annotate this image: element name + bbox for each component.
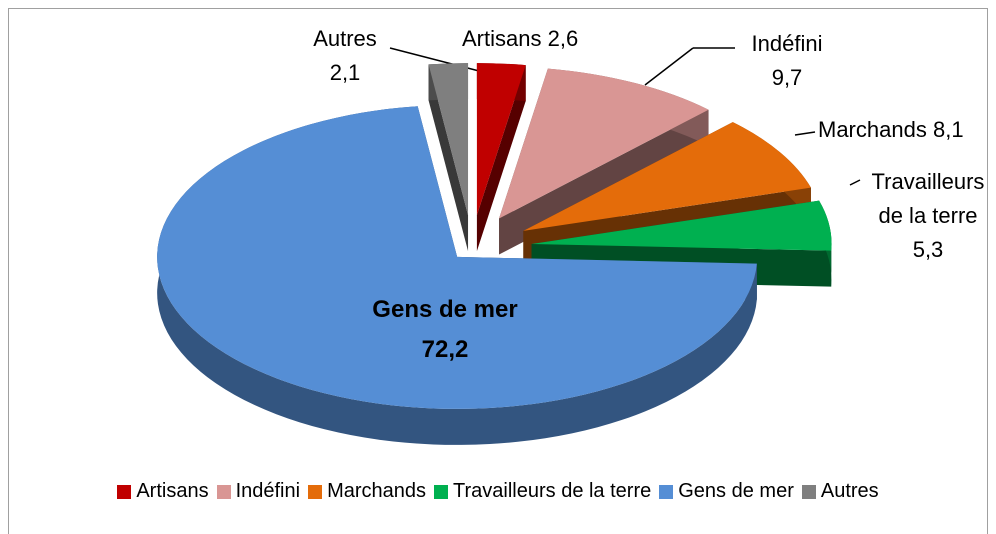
data-label: Gens de mer 72,2 [320, 290, 570, 370]
slice-top [476, 63, 526, 216]
chart-frame [8, 8, 988, 534]
legend-item: Autres [801, 480, 879, 503]
label-category: Indéfini [751, 31, 823, 56]
legend-swatch [659, 484, 674, 499]
data-label: Marchands 8,1 [818, 113, 964, 147]
pie-slice [428, 63, 469, 252]
legend-item: Marchands [308, 480, 426, 503]
label-value: 72,2 [421, 336, 469, 363]
legend-item: Travailleurs de la terre [434, 480, 651, 503]
legend-label: Travailleurs de la terre [453, 480, 652, 502]
data-label: Travailleurs de la terre 5,3 [855, 165, 996, 267]
label-category: Gens de mer [372, 296, 518, 323]
slice-radial-wall [476, 65, 526, 252]
label-category: Autres [313, 26, 377, 51]
leader-line [644, 47, 694, 86]
legend-label: Autres [820, 480, 879, 502]
data-label: Artisans 2,6 [462, 22, 578, 56]
legend-label: Marchands [327, 480, 427, 502]
data-label: Autres 2,1 [300, 22, 390, 90]
legend-swatch [801, 484, 816, 499]
slice-top [157, 106, 757, 409]
label-value: 9,7 [771, 65, 803, 90]
label-value: 2,1 [329, 60, 361, 85]
legend: Artisans Indéfini Marchands Travailleurs de… [8, 480, 988, 503]
slice-top [428, 63, 469, 216]
slice-top [523, 122, 811, 231]
legend-item: Artisans [117, 480, 209, 503]
legend-swatch [434, 484, 449, 499]
slice-radial-wall [428, 64, 469, 252]
label-value: 2,6 [547, 26, 579, 51]
label-category: Artisans [462, 26, 542, 51]
legend-swatch [308, 484, 323, 499]
legend-label: Artisans [136, 480, 209, 502]
pie-slice [157, 106, 757, 445]
slice-top [531, 200, 832, 251]
label-category: Travailleurs de la terre [871, 169, 985, 228]
label-category: Marchands [818, 117, 927, 142]
label-value: 5,3 [912, 237, 944, 262]
leader-line [794, 131, 816, 136]
legend-swatch [216, 484, 231, 499]
legend-swatch [117, 484, 132, 499]
label-value: 8,1 [932, 117, 964, 142]
legend-item: Indéfini [216, 480, 301, 503]
legend-item: Gens de mer [659, 480, 794, 503]
pie-slice [476, 63, 526, 252]
slice-top [499, 68, 709, 219]
legend-label: Indéfini [235, 480, 301, 502]
data-label: Indéfini 9,7 [737, 27, 837, 95]
leader-line [849, 179, 861, 186]
legend-label: Gens de mer [678, 480, 794, 502]
